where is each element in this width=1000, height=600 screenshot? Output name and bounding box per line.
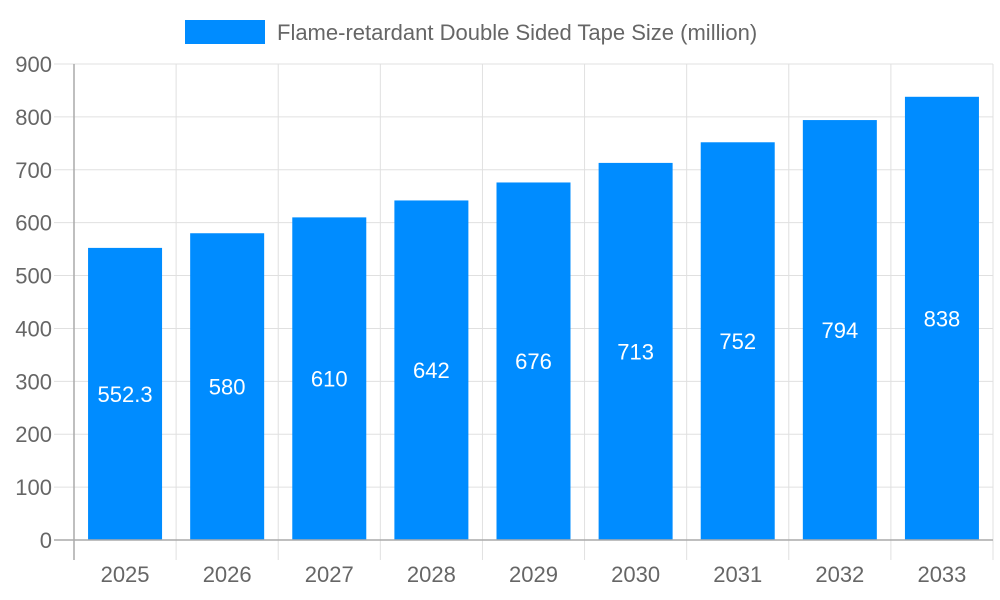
y-tick-label: 100 bbox=[15, 475, 52, 500]
x-tick-label: 2033 bbox=[917, 562, 966, 587]
x-tick-label: 2031 bbox=[713, 562, 762, 587]
data-label: 580 bbox=[209, 375, 246, 400]
y-tick-label: 600 bbox=[15, 211, 52, 236]
y-tick-label: 0 bbox=[40, 528, 52, 553]
data-label: 610 bbox=[311, 367, 348, 392]
data-label: 838 bbox=[924, 306, 961, 331]
x-tick-label: 2030 bbox=[611, 562, 660, 587]
data-label: 676 bbox=[515, 349, 552, 374]
data-label: 713 bbox=[617, 339, 654, 364]
axes: 0 100 200 300 400 500 600 700 800 900 2025 2026 2027… bbox=[15, 52, 993, 587]
bar bbox=[394, 200, 469, 540]
bar bbox=[700, 142, 775, 540]
bar bbox=[802, 120, 877, 540]
bar bbox=[904, 96, 979, 541]
y-tick-label: 900 bbox=[15, 52, 52, 77]
x-tick-label: 2032 bbox=[815, 562, 864, 587]
x-tick-label: 2026 bbox=[203, 562, 252, 587]
data-label: 552.3 bbox=[98, 382, 153, 407]
data-label: 794 bbox=[821, 318, 858, 343]
x-tick-label: 2025 bbox=[101, 562, 150, 587]
y-tick-label: 800 bbox=[15, 105, 52, 130]
x-tick-label: 2028 bbox=[407, 562, 456, 587]
legend[interactable]: Flame-retardant Double Sided Tape Size (… bbox=[185, 20, 757, 45]
data-label: 752 bbox=[719, 329, 756, 354]
data-label: 642 bbox=[413, 358, 450, 383]
y-tick-label: 700 bbox=[15, 158, 52, 183]
bar bbox=[190, 233, 265, 540]
legend-label: Flame-retardant Double Sided Tape Size (… bbox=[277, 20, 757, 45]
y-tick-label: 200 bbox=[15, 422, 52, 447]
bar bbox=[88, 247, 163, 541]
bar bbox=[598, 162, 673, 540]
bar bbox=[496, 182, 571, 540]
y-tick-label: 500 bbox=[15, 264, 52, 289]
x-tick-label: 2029 bbox=[509, 562, 558, 587]
y-tick-label: 300 bbox=[15, 369, 52, 394]
bar bbox=[292, 217, 367, 540]
bars: 552.3 580 610 642 676 713 752 794 838 bbox=[88, 96, 979, 541]
x-tick-label: 2027 bbox=[305, 562, 354, 587]
y-tick-label: 400 bbox=[15, 316, 52, 341]
legend-swatch bbox=[185, 20, 265, 44]
